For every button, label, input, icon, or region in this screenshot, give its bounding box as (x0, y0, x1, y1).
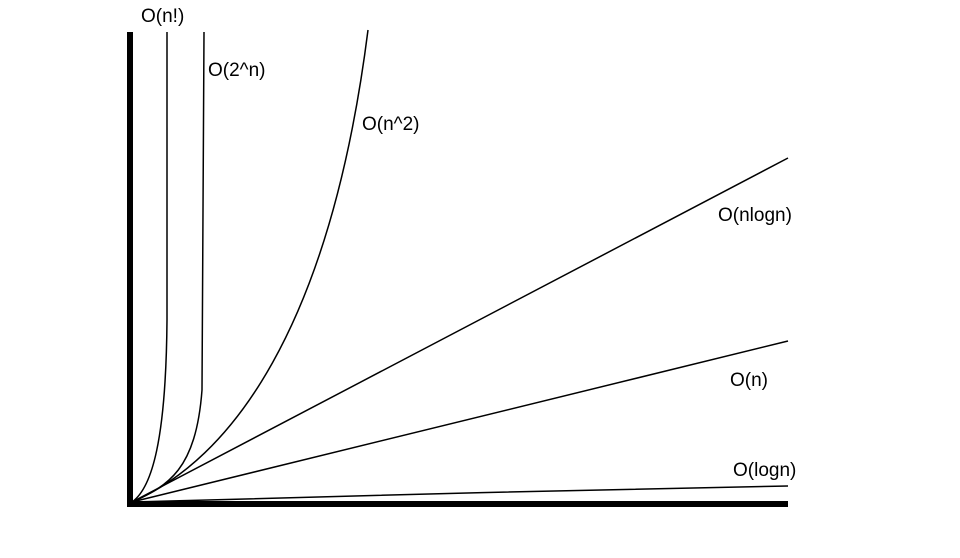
series-line-logarithmic (131, 485, 789, 503)
series-lines (131, 29, 789, 503)
series-line-quadratic (131, 29, 369, 503)
series-line-factorial (131, 32, 168, 503)
series-label-factorial: O(n!) (141, 6, 184, 27)
series-label-logarithmic: O(logn) (733, 460, 796, 481)
series-label-quadratic: O(n^2) (362, 114, 419, 135)
series-label-exponential: O(2^n) (208, 60, 265, 81)
series-label-linear: O(n) (730, 370, 768, 391)
series-label-linearithmic: O(nlogn) (718, 205, 792, 226)
series-labels: O(n!) O(2^n) O(n^2) O(nlogn) O(n) O(logn) (141, 6, 796, 481)
series-line-linearithmic (131, 157, 789, 503)
series-line-linear (131, 340, 789, 503)
series-line-exponential (131, 31, 205, 503)
